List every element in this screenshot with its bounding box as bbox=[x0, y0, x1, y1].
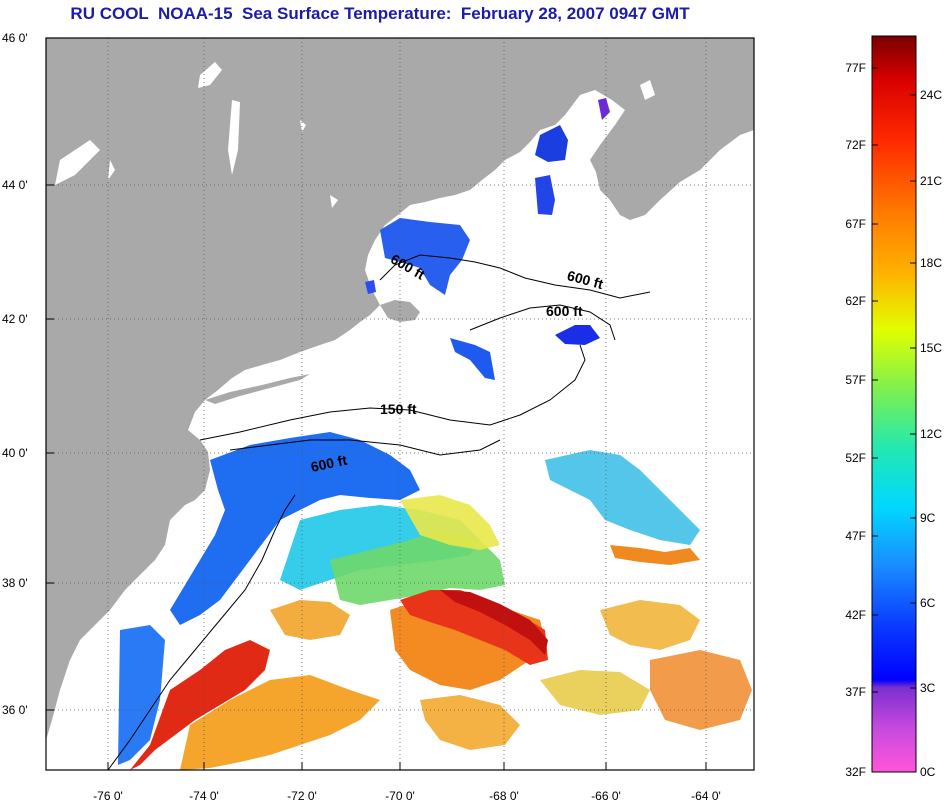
lake-2 bbox=[228, 100, 240, 175]
sst-blue-ne-channel bbox=[555, 325, 600, 345]
sst-blue-georges bbox=[450, 338, 495, 380]
lon-label: -70 0' bbox=[385, 789, 415, 803]
lon-label: -72 0' bbox=[287, 789, 317, 803]
lat-label: 38 0' bbox=[2, 576, 28, 590]
colorbar-label-f: 52F bbox=[845, 451, 866, 465]
colorbar-label-c: 6C bbox=[920, 596, 936, 610]
contour-600ft-georges bbox=[469, 304, 616, 341]
sst-yellow-patches-se bbox=[540, 670, 650, 715]
lon-label: -64 0' bbox=[691, 789, 721, 803]
contour-150ft bbox=[199, 344, 586, 441]
sst-blue-gulf-of-maine bbox=[380, 218, 470, 295]
lake-1 bbox=[198, 62, 222, 88]
colorbar-label-c: 0C bbox=[920, 765, 936, 779]
colorbar bbox=[871, 35, 917, 773]
colorbar-label-c: 24C bbox=[920, 88, 942, 102]
sst-yellow-band bbox=[400, 495, 500, 550]
map-title: RU COOL NOAA-15 Sea Surface Temperature:… bbox=[70, 4, 690, 23]
lat-label: 36 0' bbox=[2, 703, 28, 717]
colorbar-label-c: 21C bbox=[920, 174, 942, 188]
sst-green-band bbox=[330, 530, 505, 605]
lake-6 bbox=[330, 195, 338, 208]
sst-blue-shelf bbox=[170, 432, 420, 625]
lake-3 bbox=[55, 140, 100, 185]
sst-darkred-front bbox=[440, 590, 548, 655]
sst-orange-bottom-center bbox=[420, 695, 520, 750]
bathymetry-contours bbox=[107, 254, 651, 771]
chesapeake-bay bbox=[98, 610, 120, 760]
contour-label-150: 150 ft bbox=[380, 401, 417, 417]
sst-blue-virginia-shelf bbox=[118, 625, 165, 765]
lat-label: 42 0' bbox=[2, 312, 28, 326]
sst-orange-south-2 bbox=[270, 600, 350, 640]
land-long-island bbox=[205, 374, 310, 404]
contour-label-shelf: 600 ft bbox=[309, 452, 348, 475]
colorbar-label-c: 15C bbox=[920, 341, 942, 355]
lon-label: -76 0' bbox=[93, 789, 123, 803]
colorbar-label-f: 37F bbox=[845, 685, 866, 699]
colorbar-label-f: 42F bbox=[845, 608, 866, 622]
sst-orange-se-corner bbox=[650, 650, 752, 730]
colorbar-label-f: 67F bbox=[845, 217, 866, 231]
colorbar-labels: 77F 72F 67F 62F 57F 52F 47F 42F 37F 32F 24C 21C 18C 1… bbox=[845, 61, 942, 779]
colorbar-label-f: 77F bbox=[845, 61, 866, 75]
lat-label: 46 0' bbox=[2, 31, 28, 45]
contour-shelf-edge bbox=[107, 494, 296, 771]
land-nova-scotia bbox=[612, 38, 754, 170]
lat-label: 40 0' bbox=[2, 446, 28, 460]
colorbar-label-c: 9C bbox=[920, 511, 936, 525]
sst-orange-south bbox=[180, 675, 380, 770]
lat-label: 44 0' bbox=[2, 178, 28, 192]
land-mainland bbox=[46, 38, 754, 740]
colorbar-label-f: 72F bbox=[845, 138, 866, 152]
colorbar-label-c: 12C bbox=[920, 427, 942, 441]
colorbar-label-f: 47F bbox=[845, 529, 866, 543]
contour-label-georges: 600 ft bbox=[546, 303, 583, 319]
sst-red-southwest bbox=[130, 640, 270, 770]
sst-blue-cape-cod bbox=[365, 280, 376, 294]
colorbar-label-f: 57F bbox=[845, 373, 866, 387]
sst-violet-patch bbox=[598, 98, 610, 120]
lake-4 bbox=[108, 160, 115, 180]
colorbar-label-c: 3C bbox=[920, 681, 936, 695]
lon-label: -74 0' bbox=[189, 789, 219, 803]
contour-600ft-gom bbox=[379, 254, 651, 299]
sst-red-gulf-stream bbox=[400, 590, 548, 665]
lake-7 bbox=[640, 80, 655, 100]
contour-600ft-shelf bbox=[229, 439, 501, 456]
sst-cyan-east bbox=[545, 450, 700, 545]
lon-label: -68 0' bbox=[489, 789, 519, 803]
lake-5 bbox=[300, 120, 306, 132]
colorbar-label-f: 62F bbox=[845, 294, 866, 308]
lon-label: -66 0' bbox=[591, 789, 621, 803]
sst-orange-patches-east bbox=[600, 600, 700, 650]
colorbar-label-c: 18C bbox=[920, 256, 942, 270]
colorbar-label-f: 32F bbox=[845, 765, 866, 779]
sst-blue-bay-of-fundy bbox=[535, 125, 568, 162]
axis-ticks bbox=[46, 37, 707, 770]
delaware-bay bbox=[158, 545, 175, 575]
sst-orange-east-streak bbox=[610, 545, 700, 565]
